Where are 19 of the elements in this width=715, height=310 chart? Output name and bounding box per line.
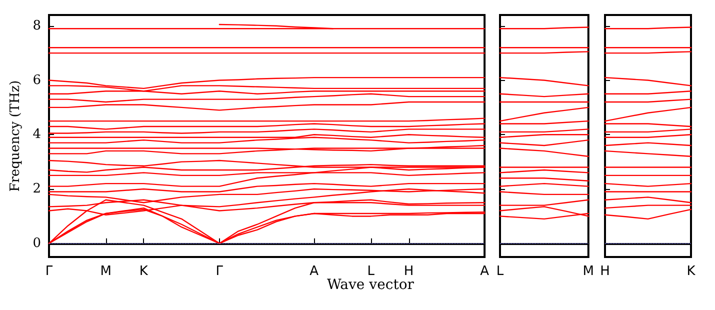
x-axis-title: Wave vector (327, 277, 414, 293)
x-tick-label: H (404, 264, 414, 279)
x-tick-label: L (496, 264, 504, 279)
x-tick-label: K (139, 264, 148, 279)
x-tick-label: Γ (216, 264, 224, 279)
y-tick-label: 2 (32, 182, 41, 197)
x-tick-label: M (100, 264, 112, 279)
x-tick-label: A (310, 264, 319, 279)
x-tick-label: Γ (45, 264, 54, 279)
x-tick-label: M (582, 264, 594, 279)
x-tick-label: H (600, 264, 610, 279)
y-tick-label: 6 (32, 72, 41, 88)
x-tick-label: A (480, 264, 490, 279)
y-tick-label: 8 (32, 18, 41, 34)
y-axis-title: Frequency (THz) (8, 80, 23, 192)
y-tick-label: 4 (32, 127, 41, 142)
y-tick-label: 0 (32, 236, 41, 251)
x-tick-label: K (686, 264, 696, 279)
x-tick-label: L (367, 264, 376, 279)
